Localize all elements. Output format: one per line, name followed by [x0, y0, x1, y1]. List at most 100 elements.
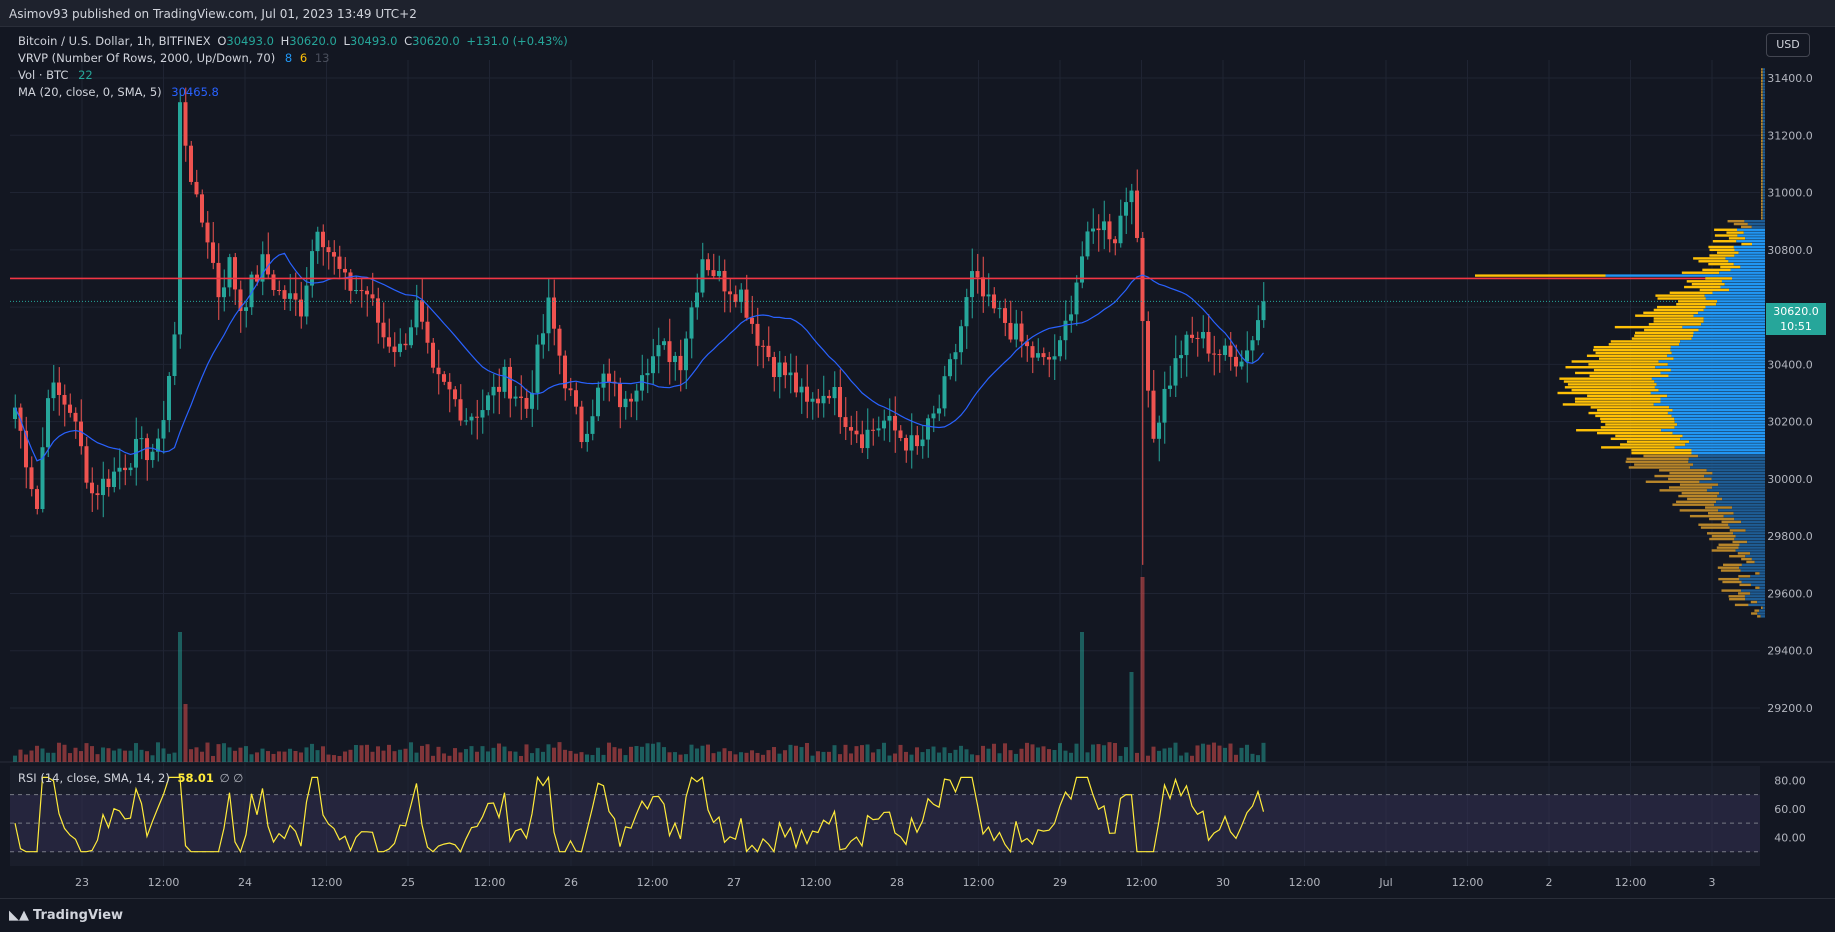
vrvp-row-up: [1718, 577, 1740, 581]
volume-bar: [552, 747, 556, 762]
volume-bar: [876, 749, 881, 762]
vrvp-row-up: [1598, 357, 1674, 360]
volume-bar: [970, 754, 974, 762]
vrvp-row-up: [1761, 76, 1763, 80]
candle-body: [409, 327, 413, 346]
volume-bar: [502, 746, 507, 762]
candle-body: [13, 407, 17, 420]
tradingview-logo[interactable]: ◣▲ TradingView: [9, 908, 123, 923]
candle-body: [117, 467, 122, 472]
volume-bar: [1135, 752, 1139, 762]
vrvp-row-down: [1762, 96, 1765, 100]
candle-body: [189, 145, 193, 182]
vrvp-row-down: [1733, 532, 1765, 535]
vrvp-row-down: [1762, 99, 1765, 103]
volume-bar: [1217, 745, 1222, 762]
time-axis-label: 12:00: [148, 876, 180, 889]
vrvp-row-up: [1723, 563, 1742, 567]
volume-bar: [997, 753, 1002, 762]
volume-bar: [772, 747, 776, 762]
vrvp-row-up: [1707, 512, 1734, 515]
candle-body: [937, 408, 941, 414]
legend-symbol-row[interactable]: Bitcoin / U.S. Dollar, 1h, BITFINEX O304…: [18, 34, 568, 48]
rsi-legend[interactable]: RSI (14, close, SMA, 14, 2) 58.01 ∅ ∅: [18, 771, 243, 785]
candle-body: [959, 326, 963, 353]
volume-bar: [535, 748, 540, 762]
vol-label[interactable]: Vol · BTC: [18, 68, 69, 82]
volume-bar: [590, 755, 595, 762]
candle-body: [381, 322, 386, 338]
rsi-label[interactable]: RSI (14, close, SMA, 14, 2): [18, 771, 170, 785]
candle-body: [502, 366, 507, 392]
volume-bar: [838, 754, 842, 762]
candle-body: [772, 357, 776, 378]
vrvp-row-up: [1600, 420, 1675, 423]
volume-bar: [832, 745, 837, 762]
symbol-title[interactable]: Bitcoin / U.S. Dollar, 1h, BITFINEX: [18, 34, 211, 48]
volume-bar: [227, 747, 232, 762]
currency-button[interactable]: USD: [1766, 33, 1810, 57]
candle-body: [348, 272, 353, 291]
ma-label[interactable]: MA (20, close, 0, SMA, 5): [18, 85, 162, 99]
vrvp-row-down: [1741, 589, 1765, 592]
vrvp-row-down: [1724, 282, 1765, 286]
legend-vrvp-row[interactable]: VRVP (Number Of Rows, 2000, Up/Down, 70)…: [18, 51, 329, 65]
vrvp-row-up: [1739, 583, 1751, 587]
volume-bar: [68, 753, 72, 762]
volume-bar: [409, 742, 413, 762]
time-axis-label: 27: [727, 876, 741, 889]
volume-bar: [35, 745, 39, 762]
chart-frame[interactable]: 31400.031200.031000.030800.030600.030400…: [0, 26, 1835, 898]
candle-body: [695, 292, 699, 308]
candle-body: [1256, 320, 1260, 341]
vrvp-row-down: [1745, 555, 1765, 558]
volume-bar: [469, 746, 474, 762]
vrvp-row-up: [1610, 437, 1681, 441]
vrvp-row-down: [1730, 268, 1765, 272]
candle-body: [981, 277, 985, 297]
vrvp-row-up: [1761, 105, 1763, 108]
volume-bar: [491, 747, 496, 762]
time-axis-label: 2: [1546, 876, 1553, 889]
vrvp-row-down: [1704, 294, 1765, 297]
legend-ma-row[interactable]: MA (20, close, 0, SMA, 5) 30465.8: [18, 85, 219, 99]
vrvp-label[interactable]: VRVP (Number Of Rows, 2000, Up/Down, 70): [18, 51, 276, 65]
candle-body: [838, 386, 842, 418]
volume-bar: [321, 746, 325, 762]
vrvp-row-down: [1747, 222, 1765, 226]
price-axis-label: 30200.0: [1767, 416, 1813, 429]
vrvp-row-down: [1680, 340, 1765, 343]
legend-vol-row[interactable]: Vol · BTC 22: [18, 68, 93, 82]
vrvp-row-down: [1691, 337, 1765, 340]
volume-bar: [1245, 744, 1249, 762]
candle-body: [1096, 228, 1101, 231]
candle-body: [832, 386, 837, 399]
vrvp-row-up: [1657, 305, 1706, 309]
vrvp-row-down: [1660, 371, 1765, 375]
vrvp-row-down: [1674, 417, 1765, 420]
volume-bar: [530, 753, 534, 762]
volume-bar: [365, 744, 369, 762]
chart-canvas[interactable]: 31400.031200.031000.030800.030600.030400…: [0, 26, 1835, 898]
candle-body: [211, 242, 215, 263]
vrvp-row-down: [1747, 540, 1765, 544]
vrvp-row-down: [1762, 191, 1765, 194]
volume-bar: [640, 746, 644, 762]
vrvp-row-up: [1761, 174, 1763, 177]
vrvp-row-down: [1712, 471, 1765, 475]
vrvp-row-down: [1760, 615, 1765, 618]
candle-body: [354, 290, 358, 292]
candle-body: [948, 359, 952, 377]
vrvp-row-down: [1680, 437, 1765, 441]
volume-bar: [761, 754, 765, 762]
low-value: 30493.0: [349, 34, 398, 48]
volume-bar: [1179, 755, 1183, 762]
candle-body: [392, 346, 397, 353]
vrvp-row-up: [1741, 557, 1752, 561]
volume-bar: [986, 748, 991, 762]
candle-body: [1234, 356, 1238, 367]
vrvp-row-down: [1762, 71, 1765, 74]
vrvp-row-down: [1693, 463, 1765, 466]
candle-body: [1201, 331, 1205, 339]
vrvp-row-up: [1761, 93, 1763, 97]
